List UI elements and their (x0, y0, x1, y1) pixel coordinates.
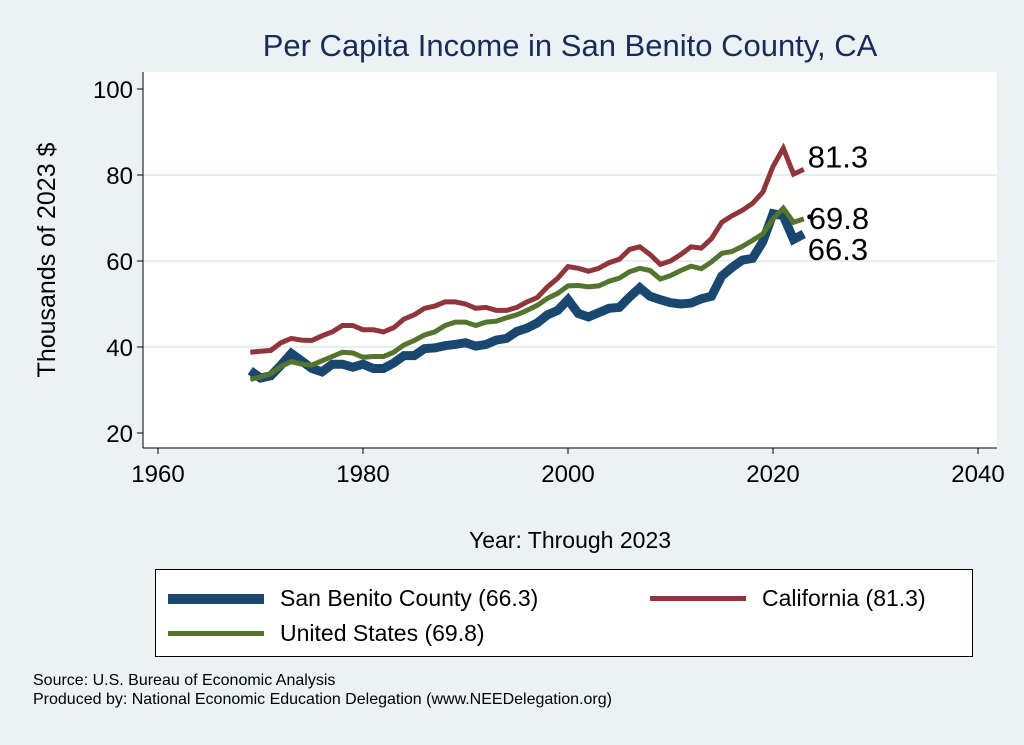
x-tick-label: 1960 (131, 461, 184, 488)
label-marker (807, 214, 813, 220)
x-axis-label: Year: Through 2023 (469, 527, 671, 553)
series-line-2 (249, 204, 805, 382)
source-note: Source: U.S. Bureau of Economic Analysis (33, 672, 336, 689)
x-tick-label: 2000 (541, 461, 594, 488)
legend-label: San Benito County (66.3) (280, 585, 539, 611)
legend-item-united-states: United States (69.8) (168, 620, 485, 647)
y-tick-label: 100 (93, 77, 133, 104)
legend-label: United States (69.8) (280, 620, 485, 646)
legend-swatch (650, 596, 746, 601)
y-tick-label: 60 (106, 249, 133, 276)
x-tick-label: 2040 (951, 461, 1004, 488)
chart-title: Per Capita Income in San Benito County, … (262, 28, 878, 63)
x-tick-label: 1980 (336, 461, 389, 488)
producer-note: Produced by: National Economic Education… (33, 691, 612, 708)
end-label-united-states: 69.8 (809, 201, 869, 236)
series-line-1 (250, 142, 805, 355)
legend-swatch (168, 593, 264, 604)
x-tick-label: 2020 (746, 461, 799, 488)
end-label-san-benito: 66.3 (808, 232, 868, 267)
y-axis-label: Thousands of 2023 $ (33, 142, 61, 377)
y-tick-label: 80 (106, 163, 133, 190)
legend-item-california: California (81.3) (650, 585, 926, 612)
legend-swatch (168, 631, 264, 636)
series-line-0 (247, 208, 806, 383)
y-tick-label: 20 (106, 421, 133, 448)
legend: San Benito County (66.3) California (81.… (155, 569, 973, 657)
legend-label: California (81.3) (762, 585, 926, 611)
legend-item-san-benito: San Benito County (66.3) (168, 585, 538, 612)
end-label-california: 81.3 (808, 139, 868, 174)
y-tick-label: 40 (106, 335, 133, 362)
